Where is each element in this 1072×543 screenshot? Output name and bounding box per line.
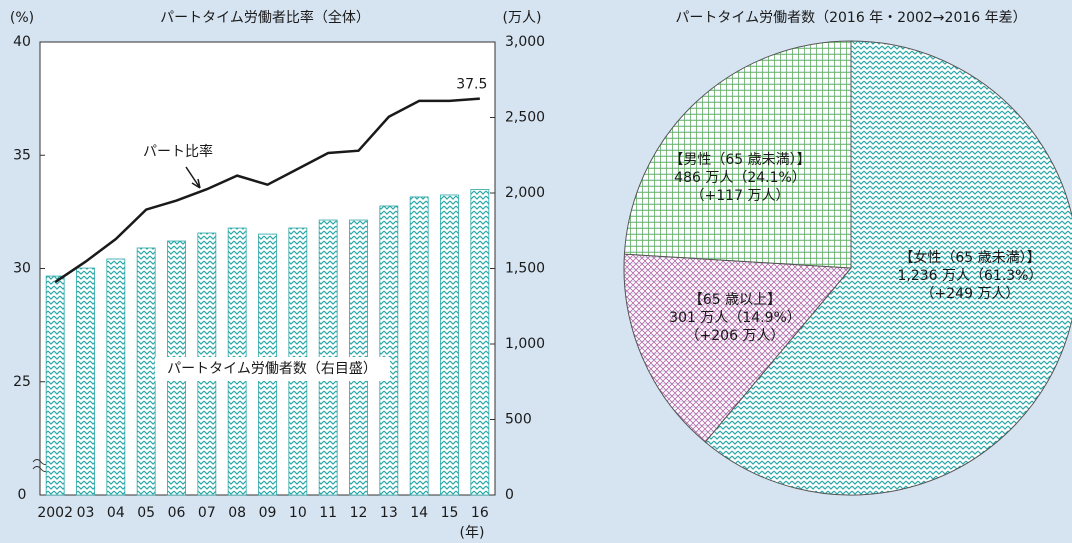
slice-label: 【男性（65 歳未満）】 <box>669 152 810 168</box>
y2-tick-label: 1,500 <box>505 261 545 277</box>
series-label: パート比率 <box>143 143 213 160</box>
slice-value-label: 301 万人（14.9%） <box>669 310 801 326</box>
x-tick-label: 11 <box>319 505 337 521</box>
series-label: パートタイム労働者数（右目盛） <box>167 361 377 377</box>
y-tick-label: 25 <box>13 374 31 390</box>
x-tick-label: 03 <box>77 505 95 521</box>
x-tick-label: 16 <box>471 505 489 521</box>
slice-label: 【女性（65 歳未満）】 <box>899 249 1040 266</box>
y2-tick-label: 1,000 <box>505 336 545 352</box>
chart-title: パートタイム労働者比率（全体） <box>160 9 370 26</box>
bar <box>106 258 126 496</box>
x-tick-label: 13 <box>380 505 398 521</box>
slice-change-label: （+206 万人） <box>686 328 785 344</box>
y2-tick-label: 3,000 <box>505 34 545 50</box>
x-tick-label: 10 <box>289 505 307 521</box>
y-tick-label: 40 <box>13 34 31 50</box>
pie-title: パートタイム労働者数（2016 年・2002→2016 年差） <box>675 10 1026 26</box>
y2-axis-label: (万人) <box>503 10 542 26</box>
slice-label: 【65 歳以上】 <box>689 292 781 308</box>
bar <box>379 205 399 496</box>
y2-tick-label: 500 <box>505 412 532 428</box>
y-axis-label: (%) <box>10 10 34 26</box>
x-tick-label: 09 <box>259 505 277 521</box>
pie-slice <box>623 253 853 443</box>
slice-value-label: 486 万人（24.1%） <box>674 170 806 186</box>
slice-value-label: 1,236 万人（61.3%） <box>897 268 1042 284</box>
y2-tick-label: 2,000 <box>505 185 545 201</box>
x-tick-label: 04 <box>107 505 125 521</box>
y-tick-label: 35 <box>13 147 31 163</box>
y-break-label: 0 <box>18 487 27 503</box>
x-tick-label: 2002 <box>37 505 73 521</box>
slice-change-label: （+249 万人） <box>921 286 1020 302</box>
x-axis-label: (年) <box>460 525 485 541</box>
value-label: 37.5 <box>456 77 487 93</box>
y-tick-label: 30 <box>13 261 31 277</box>
bar <box>76 267 95 496</box>
series-arrow <box>185 166 201 189</box>
bar <box>136 247 156 496</box>
x-tick-label: 07 <box>198 505 216 521</box>
bar <box>409 196 429 496</box>
x-tick-label: 12 <box>350 505 368 521</box>
bar <box>45 275 65 496</box>
line <box>54 97 480 284</box>
slice-change-label: （+117 万人） <box>691 188 790 204</box>
bar <box>440 194 459 496</box>
series-label-bg <box>155 357 390 381</box>
y2-tick-label: 2,500 <box>505 110 545 126</box>
x-tick-label: 15 <box>441 505 459 521</box>
pie-slice <box>623 40 852 269</box>
x-tick-label: 14 <box>410 505 428 521</box>
pie-slice <box>704 40 1072 496</box>
x-tick-label: 08 <box>228 505 246 521</box>
x-tick-label: 06 <box>168 505 186 521</box>
y2-tick-label: 0 <box>505 487 514 503</box>
x-tick-label: 05 <box>137 505 155 521</box>
bar <box>470 189 490 496</box>
